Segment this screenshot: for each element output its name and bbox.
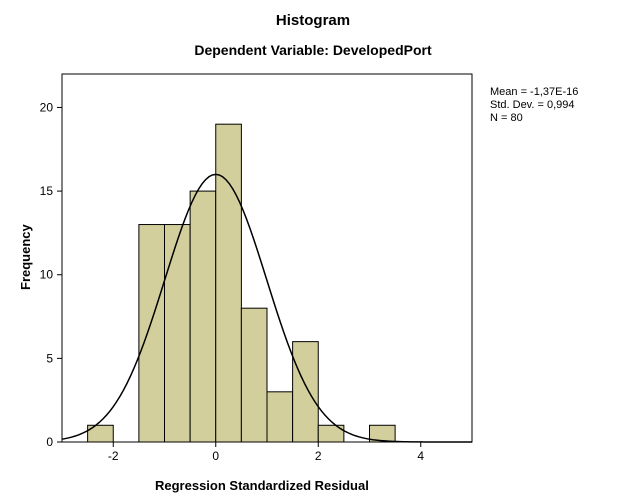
histogram-bar <box>293 342 319 442</box>
histogram-bar <box>216 124 242 442</box>
histogram-bar <box>139 225 165 442</box>
x-tick-label: 4 <box>417 449 424 463</box>
histogram-bar <box>165 225 191 442</box>
y-tick-label: 15 <box>40 184 54 198</box>
histogram-bar <box>241 308 267 442</box>
histogram-bar <box>190 191 216 442</box>
histogram-bar <box>267 392 293 442</box>
x-tick-label: 0 <box>212 449 219 463</box>
y-tick-label: 0 <box>46 435 53 449</box>
x-tick-label: 2 <box>315 449 322 463</box>
plot-area: 0 5 10 15 20 -2 0 2 4 <box>0 0 626 501</box>
histogram-chart: Histogram Dependent Variable: DevelopedP… <box>0 0 626 501</box>
y-tick-label: 20 <box>40 100 54 114</box>
x-tick-label: -2 <box>108 449 119 463</box>
y-tick-label: 5 <box>46 351 53 365</box>
y-tick-label: 10 <box>40 268 54 282</box>
